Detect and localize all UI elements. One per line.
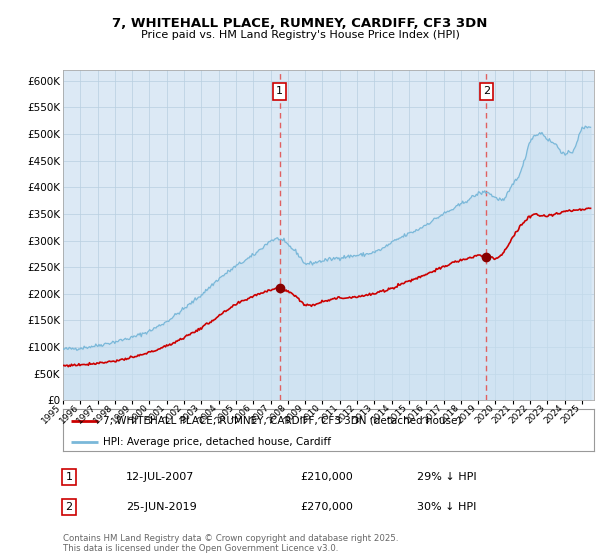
Text: 1998: 1998 [92,403,115,426]
Text: 2013: 2013 [352,403,374,426]
Text: 29% ↓ HPI: 29% ↓ HPI [417,472,476,482]
Text: 7, WHITEHALL PLACE, RUMNEY, CARDIFF, CF3 3DN: 7, WHITEHALL PLACE, RUMNEY, CARDIFF, CF3… [112,17,488,30]
Text: HPI: Average price, detached house, Cardiff: HPI: Average price, detached house, Card… [103,437,331,446]
Text: 1995: 1995 [40,403,63,426]
Text: 2: 2 [483,86,490,96]
Text: 25-JUN-2019: 25-JUN-2019 [126,502,197,512]
Text: 2008: 2008 [265,403,288,426]
Text: 2015: 2015 [386,403,409,426]
Text: 12-JUL-2007: 12-JUL-2007 [126,472,194,482]
Text: 2022: 2022 [508,403,530,426]
Text: 2010: 2010 [300,403,322,426]
Text: 2019: 2019 [455,403,478,426]
Text: 2017: 2017 [421,403,443,426]
Text: 2004: 2004 [196,403,218,426]
Text: 2018: 2018 [438,403,461,426]
Text: 2003: 2003 [179,403,202,426]
Text: 1: 1 [276,86,283,96]
Text: 2001: 2001 [144,403,167,426]
Text: 2020: 2020 [473,403,496,426]
Text: 1997: 1997 [75,403,98,426]
Text: 2024: 2024 [542,403,565,426]
Text: 1996: 1996 [58,403,80,426]
Text: 2002: 2002 [161,403,184,426]
Text: 2021: 2021 [490,403,513,426]
Text: 2005: 2005 [214,403,236,426]
Text: 2014: 2014 [369,403,392,426]
Text: 2006: 2006 [231,403,253,426]
Text: 2000: 2000 [127,403,149,426]
Text: 2011: 2011 [317,403,340,426]
Text: 2023: 2023 [525,403,547,426]
Text: 1999: 1999 [110,403,132,426]
Text: 1: 1 [65,472,73,482]
Text: 2009: 2009 [283,403,305,426]
Text: 2025: 2025 [559,403,582,426]
Text: 2016: 2016 [404,403,426,426]
Text: £210,000: £210,000 [300,472,353,482]
Text: 2007: 2007 [248,403,271,426]
Text: 30% ↓ HPI: 30% ↓ HPI [417,502,476,512]
Text: Contains HM Land Registry data © Crown copyright and database right 2025.
This d: Contains HM Land Registry data © Crown c… [63,534,398,553]
Text: 7, WHITEHALL PLACE, RUMNEY, CARDIFF, CF3 3DN (detached house): 7, WHITEHALL PLACE, RUMNEY, CARDIFF, CF3… [103,416,461,426]
Text: Price paid vs. HM Land Registry's House Price Index (HPI): Price paid vs. HM Land Registry's House … [140,30,460,40]
Text: 2: 2 [65,502,73,512]
Text: 2012: 2012 [335,403,357,426]
Text: £270,000: £270,000 [300,502,353,512]
